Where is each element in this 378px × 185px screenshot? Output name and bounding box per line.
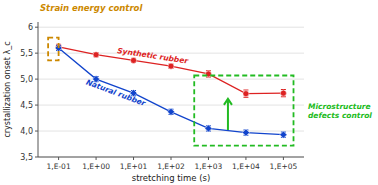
y-tick-label: 5,5 <box>20 49 33 58</box>
grid-line <box>38 27 304 28</box>
error-bar <box>243 90 248 97</box>
y-axis-label: crystallization onset λ_c <box>3 41 12 137</box>
grid-line <box>38 79 304 80</box>
point <box>280 90 286 96</box>
point <box>93 52 99 58</box>
annotation-box <box>194 75 293 145</box>
error-bar <box>94 53 99 57</box>
annotation-box <box>48 38 58 61</box>
point <box>280 131 287 138</box>
annotation-line: Microstructure <box>308 102 371 111</box>
x-axis <box>38 157 304 158</box>
point <box>242 129 249 136</box>
annotation-line: defects control <box>308 111 372 120</box>
x-tick-label: 1,E+01 <box>120 162 148 171</box>
grid-line <box>38 105 304 106</box>
series-label: Synthetic rubber <box>117 46 190 66</box>
chart: 3,5 4,0 4,5 5,0 5,5 6 1,E-01 1,E+00 1,E+01 1,E+02… <box>0 0 378 185</box>
x-tick-label: 1,E+05 <box>270 162 298 171</box>
error-cap <box>281 89 286 90</box>
annotation-text: Strain energy control <box>40 3 143 13</box>
x-axis-label: stretching time (s) <box>132 173 211 183</box>
point <box>131 57 137 63</box>
x-tick-label: 1,E-01 <box>47 162 71 171</box>
error-bar <box>169 64 174 68</box>
annotation-arrowhead <box>224 99 232 105</box>
y-tick-label: 6 <box>28 23 33 32</box>
annotation-text: Microstructuredefects control <box>308 102 372 120</box>
x-tick-label: 1,E+03 <box>195 162 223 171</box>
error-bar <box>281 90 286 97</box>
point <box>205 125 212 132</box>
x-tick-label: 1,E+04 <box>232 162 260 171</box>
point <box>167 108 174 115</box>
y-tick-label: 3,5 <box>20 153 33 162</box>
x-tick-label: 1,E+02 <box>157 162 185 171</box>
y-tick-label: 4,0 <box>20 127 33 136</box>
plot-area <box>48 38 293 146</box>
grid-line <box>38 157 304 158</box>
x-tick-label: 1,E+00 <box>82 162 110 171</box>
y-axis <box>38 22 39 157</box>
series-label: Natural rubber <box>85 78 148 109</box>
background <box>0 0 378 185</box>
error-cap <box>281 96 286 97</box>
y-tick-label: 4,5 <box>20 101 33 110</box>
error-cap <box>243 97 248 98</box>
point <box>168 63 174 69</box>
error-cap <box>243 90 248 91</box>
y-tick-label: 5,0 <box>20 75 33 84</box>
grid-line <box>38 131 304 132</box>
error-bar <box>131 58 136 62</box>
point <box>243 91 249 97</box>
annotation-arrow <box>227 101 229 130</box>
